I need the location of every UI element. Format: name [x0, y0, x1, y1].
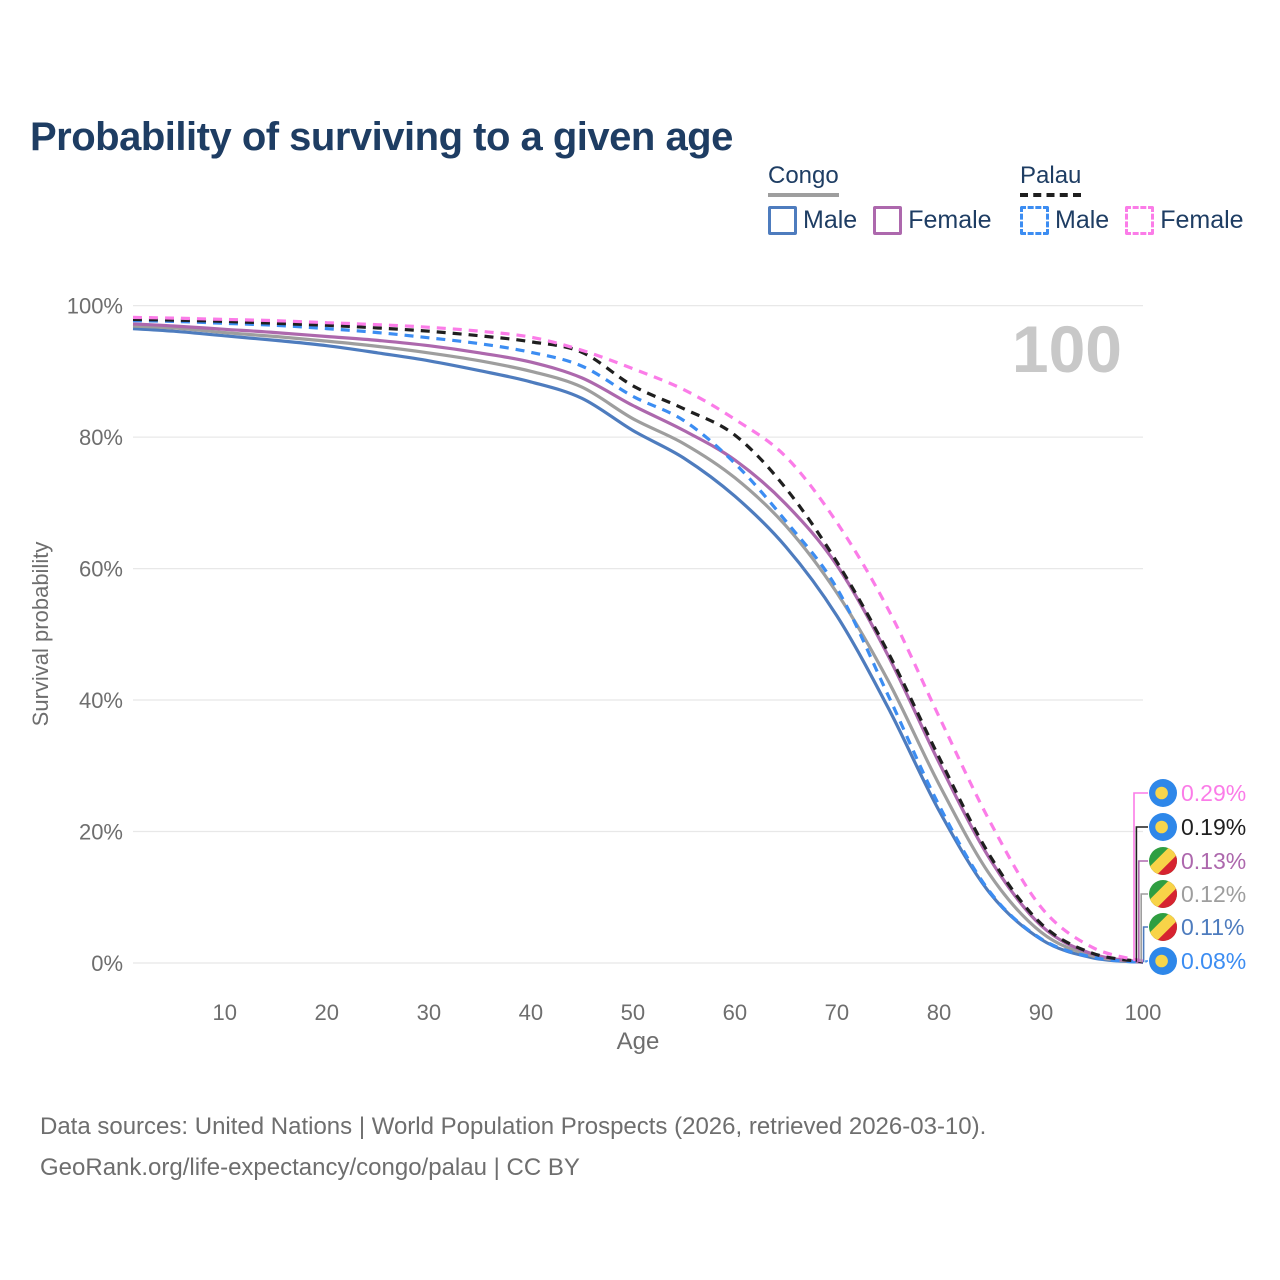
congo-flag-icon: [1149, 913, 1177, 941]
end-label-value-palau-male: 0.08%: [1181, 948, 1246, 974]
x-tick-label-70: 70: [825, 1000, 849, 1025]
end-label-palau-male: 0.08%: [1149, 947, 1246, 975]
legend-row-palau: Male Female: [1020, 206, 1260, 235]
congo-male-swatch-icon: [768, 206, 797, 235]
footer-data-sources: Data sources: United Nations | World Pop…: [40, 1113, 987, 1140]
y-tick-label-40: 40%: [79, 688, 123, 713]
x-tick-label-10: 10: [213, 1000, 237, 1025]
palau-male-swatch-icon: [1020, 206, 1049, 235]
end-label-connector-congo-male: [1142, 926, 1148, 963]
legend-label-palau-male: Male: [1055, 206, 1110, 234]
congo-female-swatch-icon: [873, 206, 903, 235]
palau-flag-icon: [1149, 947, 1177, 975]
x-tick-label-40: 40: [519, 1000, 543, 1025]
congo-flag-yellow: [1149, 847, 1177, 875]
legend: Congo Male Female Palau Male Female: [0, 163, 1280, 243]
legend-row-congo: Male Female: [768, 206, 1008, 235]
legend-label-palau-female: Female: [1160, 206, 1244, 234]
end-label-connector-congo: [1140, 893, 1148, 963]
congo-flag-yellow: [1149, 880, 1177, 908]
y-tick-label-80: 80%: [79, 425, 123, 450]
end-label-connector-congo-female: [1138, 860, 1148, 963]
end-label-connector-palau: [1135, 826, 1148, 962]
x-tick-label-20: 20: [315, 1000, 339, 1025]
series-line-congo[interactable]: [132, 324, 1144, 964]
end-label-congo: 0.12%: [1149, 880, 1246, 908]
x-axis-title: Age: [617, 1028, 660, 1055]
series-line-congo-male[interactable]: [132, 327, 1144, 964]
palau-flag-moon: [1155, 954, 1168, 968]
x-tick-label-50: 50: [621, 1000, 645, 1025]
x-tick-label-80: 80: [927, 1000, 951, 1025]
end-label-congo-male: 0.11%: [1149, 913, 1245, 941]
legend-label-congo-female: Female: [908, 206, 992, 234]
y-tick-label-20: 20%: [79, 820, 123, 845]
congo-flag-icon: [1149, 880, 1177, 908]
footer: Data sources: United Nations | World Pop…: [40, 1106, 986, 1188]
legend-country-palau[interactable]: Palau: [1020, 163, 1082, 197]
congo-flag-yellow: [1149, 913, 1177, 941]
legend-item-palau-female[interactable]: Female: [1125, 206, 1244, 235]
series-line-palau-male[interactable]: [132, 319, 1144, 965]
x-tick-label-90: 90: [1029, 1000, 1053, 1025]
series-line-congo-female[interactable]: [132, 322, 1144, 964]
y-axis-title: Survival probability: [28, 542, 53, 727]
chart-title: Probability of surviving to a given age: [30, 114, 733, 159]
end-label-palau: 0.19%: [1149, 813, 1246, 841]
x-tick-label-60: 60: [723, 1000, 747, 1025]
palau-flag-icon: [1149, 779, 1177, 807]
congo-flag-icon: [1149, 847, 1177, 875]
end-label-value-congo-male: 0.11%: [1181, 914, 1245, 940]
end-label-value-congo: 0.12%: [1181, 881, 1246, 907]
palau-flag-moon: [1155, 820, 1168, 834]
palau-flag-icon: [1149, 813, 1177, 841]
x-tick-label-30: 30: [417, 1000, 441, 1025]
series-line-palau[interactable]: [132, 317, 1144, 964]
y-tick-label-60: 60%: [79, 557, 123, 582]
end-label-connector-palau-male: [1145, 960, 1148, 963]
end-label-connector-palau-female: [1133, 792, 1148, 962]
legend-country-congo[interactable]: Congo: [768, 163, 839, 197]
y-tick-label-100: 100%: [67, 294, 123, 319]
legend-item-congo-female[interactable]: Female: [873, 206, 992, 235]
footer-attribution[interactable]: GeoRank.org/life-expectancy/congo/palau …: [40, 1154, 580, 1181]
y-tick-label-0: 0%: [91, 951, 123, 976]
palau-female-swatch-icon: [1125, 206, 1155, 235]
end-label-congo-female: 0.13%: [1149, 847, 1246, 875]
end-label-value-congo-female: 0.13%: [1181, 848, 1246, 874]
legend-group-congo: Congo Male Female: [768, 163, 1008, 235]
series-line-palau-female[interactable]: [132, 315, 1144, 963]
end-labels: 0.29% 0.19% 0.13% 0.12% 0.11% 0.08%: [1133, 779, 1246, 975]
end-label-value-palau-female: 0.29%: [1181, 780, 1246, 806]
chart-area: 0% 20% 40% 60% 80% 100% 10 20 30 40 50 60 70 80 90 100 A…: [28, 294, 1246, 1055]
legend-label-congo-male: Male: [803, 206, 858, 234]
legend-group-palau: Palau Male Female: [1020, 163, 1260, 235]
age-watermark: 100: [1012, 312, 1122, 386]
legend-item-congo-male[interactable]: Male: [768, 206, 857, 235]
palau-flag-moon: [1155, 786, 1168, 800]
end-label-value-palau: 0.19%: [1181, 814, 1246, 840]
survival-chart-svg: 0% 20% 40% 60% 80% 100% 10 20 30 40 50 60 70 80 90 100 A…: [28, 294, 1246, 1055]
legend-item-palau-male[interactable]: Male: [1020, 206, 1109, 235]
end-label-palau-female: 0.29%: [1149, 779, 1246, 807]
x-tick-label-100: 100: [1125, 1000, 1162, 1025]
